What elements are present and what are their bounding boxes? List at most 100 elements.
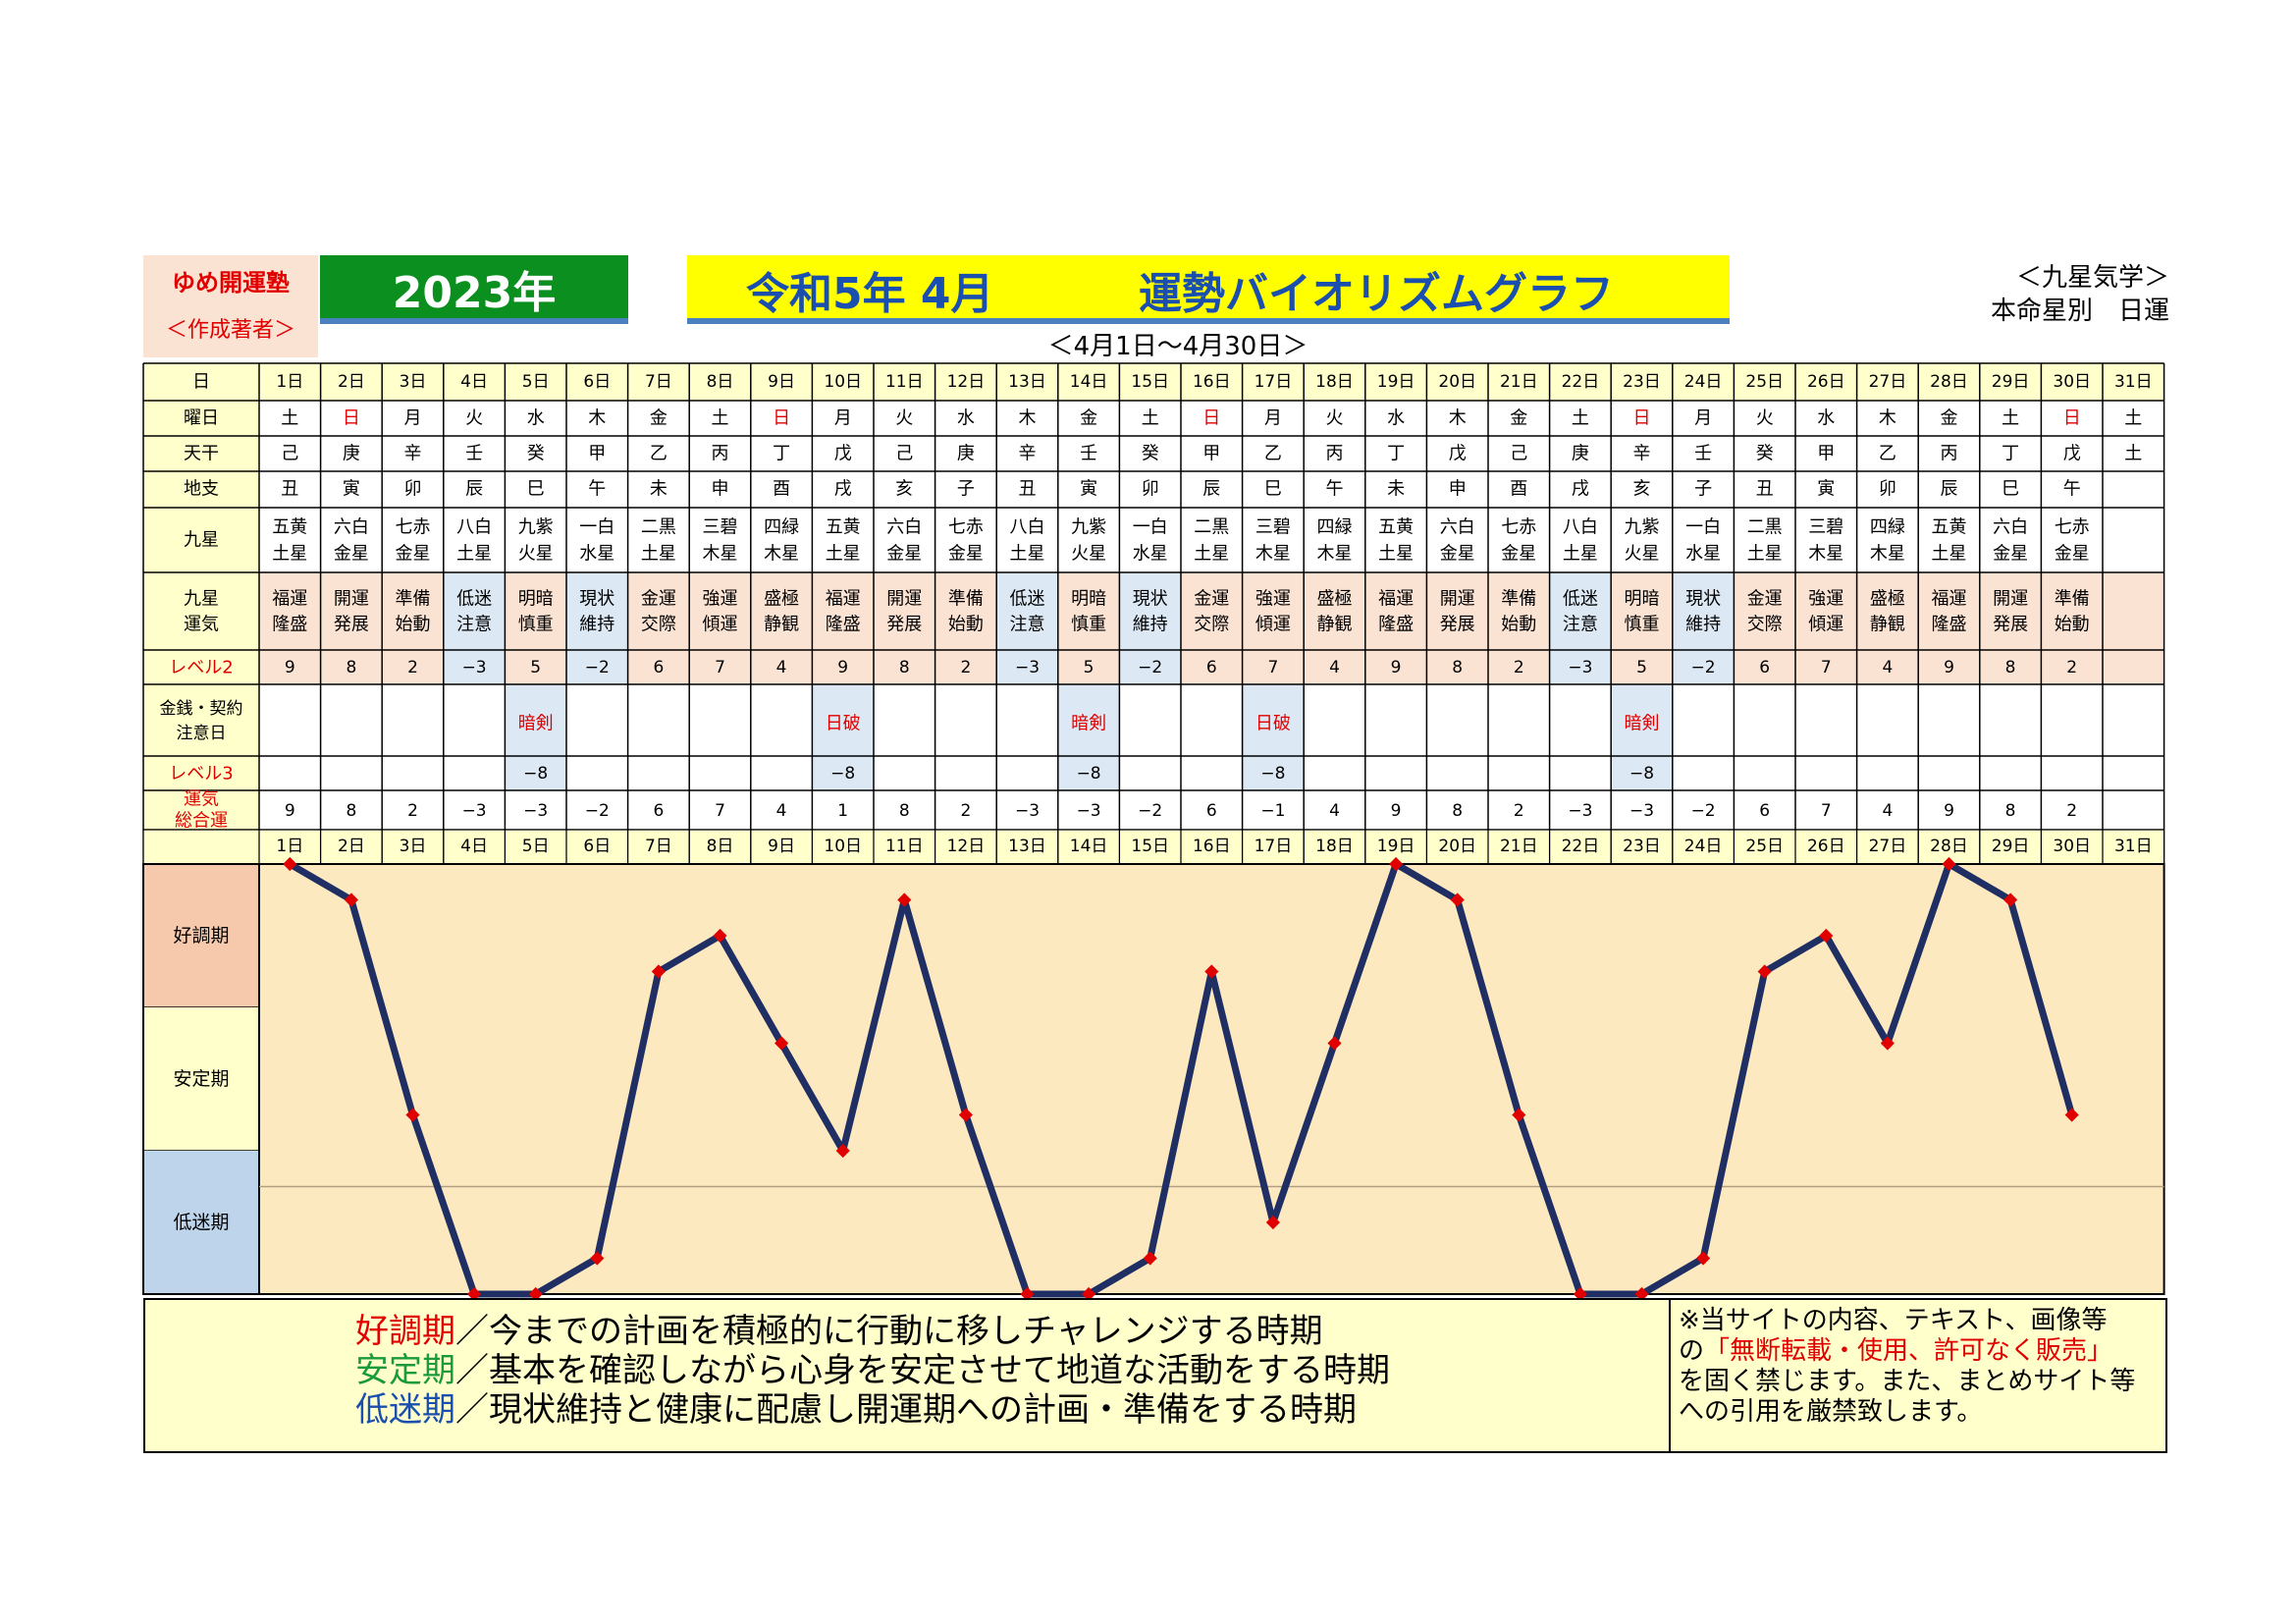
level2-value: 8 xyxy=(346,658,356,677)
total-value: −1 xyxy=(1260,801,1285,821)
row-label-kan: 天干 xyxy=(184,444,219,464)
cell-caution-4 xyxy=(443,684,506,756)
footer-day-label: 1日 xyxy=(276,837,303,856)
star-label: 三碧 xyxy=(1255,517,1291,538)
data-point-27 xyxy=(1880,1036,1895,1051)
cell-weekday-13 xyxy=(996,401,1058,436)
total-value: 2 xyxy=(960,801,971,821)
total-value: 8 xyxy=(346,801,356,821)
star-label: 土星 xyxy=(272,544,307,565)
legend-stable-text: ／基本を確認しながら心身を安定させて地道な活動をする時期 xyxy=(455,1351,1390,1390)
cell-day-14 xyxy=(1057,363,1120,401)
cell-shi-5 xyxy=(505,471,566,508)
cell-star-22 xyxy=(1549,508,1612,572)
luck-label: 静観 xyxy=(1870,615,1905,635)
row-label-cell-day xyxy=(143,363,259,401)
footer-day-cell xyxy=(2103,830,2163,864)
cell-day-8 xyxy=(689,363,751,401)
luck-label: 盛極 xyxy=(1870,589,1905,610)
day-label: 16日 xyxy=(1193,372,1231,392)
shi-label: 戌 xyxy=(1572,479,1589,500)
cell-kan-1 xyxy=(259,436,321,471)
cell-caution-5 xyxy=(505,684,566,756)
data-point-21 xyxy=(1512,1108,1526,1122)
data-point-25 xyxy=(1757,964,1772,979)
cell-weekday-21 xyxy=(1488,401,1550,436)
shi-label: 午 xyxy=(1326,479,1344,500)
star-label: 水星 xyxy=(1685,544,1721,565)
footer-day-cell xyxy=(1488,830,1549,864)
cell-luck-11 xyxy=(874,572,935,650)
weekday-label: 金 xyxy=(1941,408,1958,429)
cell-shi-29 xyxy=(1979,471,2042,508)
footer-day-label: 26日 xyxy=(1807,837,1845,856)
data-point-26 xyxy=(1819,928,1834,944)
footer-day-label: 24日 xyxy=(1684,837,1723,856)
cell-star-16 xyxy=(1181,508,1243,572)
star-label: 九紫 xyxy=(1625,517,1660,538)
row-label-shi: 地支 xyxy=(184,479,219,500)
cell-caution-15 xyxy=(1119,684,1181,756)
luck-label: 強運 xyxy=(703,589,738,610)
shi-label: 酉 xyxy=(773,479,790,500)
luck-label: 始動 xyxy=(1501,615,1536,635)
cell-level2-22 xyxy=(1549,650,1612,684)
cell-day-21 xyxy=(1488,363,1550,401)
cell-day-11 xyxy=(874,363,935,401)
caution-label: 日破 xyxy=(1255,714,1291,734)
luck-label: 開運 xyxy=(1993,589,2028,610)
footer-day-cell xyxy=(506,830,566,864)
kan-label: 丁 xyxy=(2002,444,2019,464)
footer-day-label: 13日 xyxy=(1008,837,1046,856)
cell-level3-14 xyxy=(1057,756,1120,790)
kan-label: 乙 xyxy=(1264,444,1282,464)
cell-level2-21 xyxy=(1488,650,1550,684)
caution-label: 暗剣 xyxy=(518,714,554,734)
footer-day-label: 22日 xyxy=(1562,837,1600,856)
footer-day-label: 27日 xyxy=(1869,837,1907,856)
footer-day-label: 16日 xyxy=(1193,837,1231,856)
day-label: 19日 xyxy=(1377,372,1415,392)
cell-luck-27 xyxy=(1856,572,1919,650)
shi-label: 子 xyxy=(1694,479,1712,500)
footer-day-cell xyxy=(813,830,874,864)
cell-level3-30 xyxy=(2041,756,2103,790)
cell-shi-4 xyxy=(443,471,506,508)
star-label: 四緑 xyxy=(1317,517,1353,538)
cell-kan-6 xyxy=(566,436,628,471)
year-label: 2023年 xyxy=(392,268,557,318)
cell-day-18 xyxy=(1304,363,1365,401)
cell-level3-16 xyxy=(1181,756,1243,790)
footer-day-cell xyxy=(1673,830,1734,864)
cell-level2-2 xyxy=(320,650,383,684)
cell-level3-12 xyxy=(934,756,997,790)
cell-day-1 xyxy=(259,363,321,401)
level2-value: 4 xyxy=(1882,658,1893,677)
footer-day-label: 5日 xyxy=(522,837,550,856)
luck-label: 低迷 xyxy=(1010,589,1045,610)
cell-kan-9 xyxy=(750,436,813,471)
weekday-label: 火 xyxy=(1756,408,1774,429)
star-label: 土星 xyxy=(641,544,676,565)
legend-good-text: ／今までの計画を積極的に行動に移しチャレンジする時期 xyxy=(455,1312,1323,1351)
cell-level2-7 xyxy=(627,650,690,684)
luck-label: 交際 xyxy=(641,615,676,635)
cell-star-12 xyxy=(934,508,997,572)
luck-label: 現状 xyxy=(1685,589,1721,610)
kan-label: 壬 xyxy=(465,444,483,464)
day-label: 27日 xyxy=(1869,372,1907,392)
cell-kan-4 xyxy=(443,436,506,471)
star-label: 六白 xyxy=(886,517,922,538)
day-label: 5日 xyxy=(522,372,550,392)
shi-label: 申 xyxy=(712,479,729,500)
cell-level3-7 xyxy=(627,756,690,790)
weekday-label: 土 xyxy=(2124,408,2142,429)
cell-luck-3 xyxy=(382,572,444,650)
level2-value: 9 xyxy=(837,658,848,677)
cell-star-26 xyxy=(1795,508,1857,572)
cell-star-30 xyxy=(2041,508,2103,572)
level2-value: 7 xyxy=(1267,658,1278,677)
luck-label: 交際 xyxy=(1194,615,1229,635)
cell-caution-18 xyxy=(1304,684,1365,756)
cell-luck-1 xyxy=(259,572,321,650)
